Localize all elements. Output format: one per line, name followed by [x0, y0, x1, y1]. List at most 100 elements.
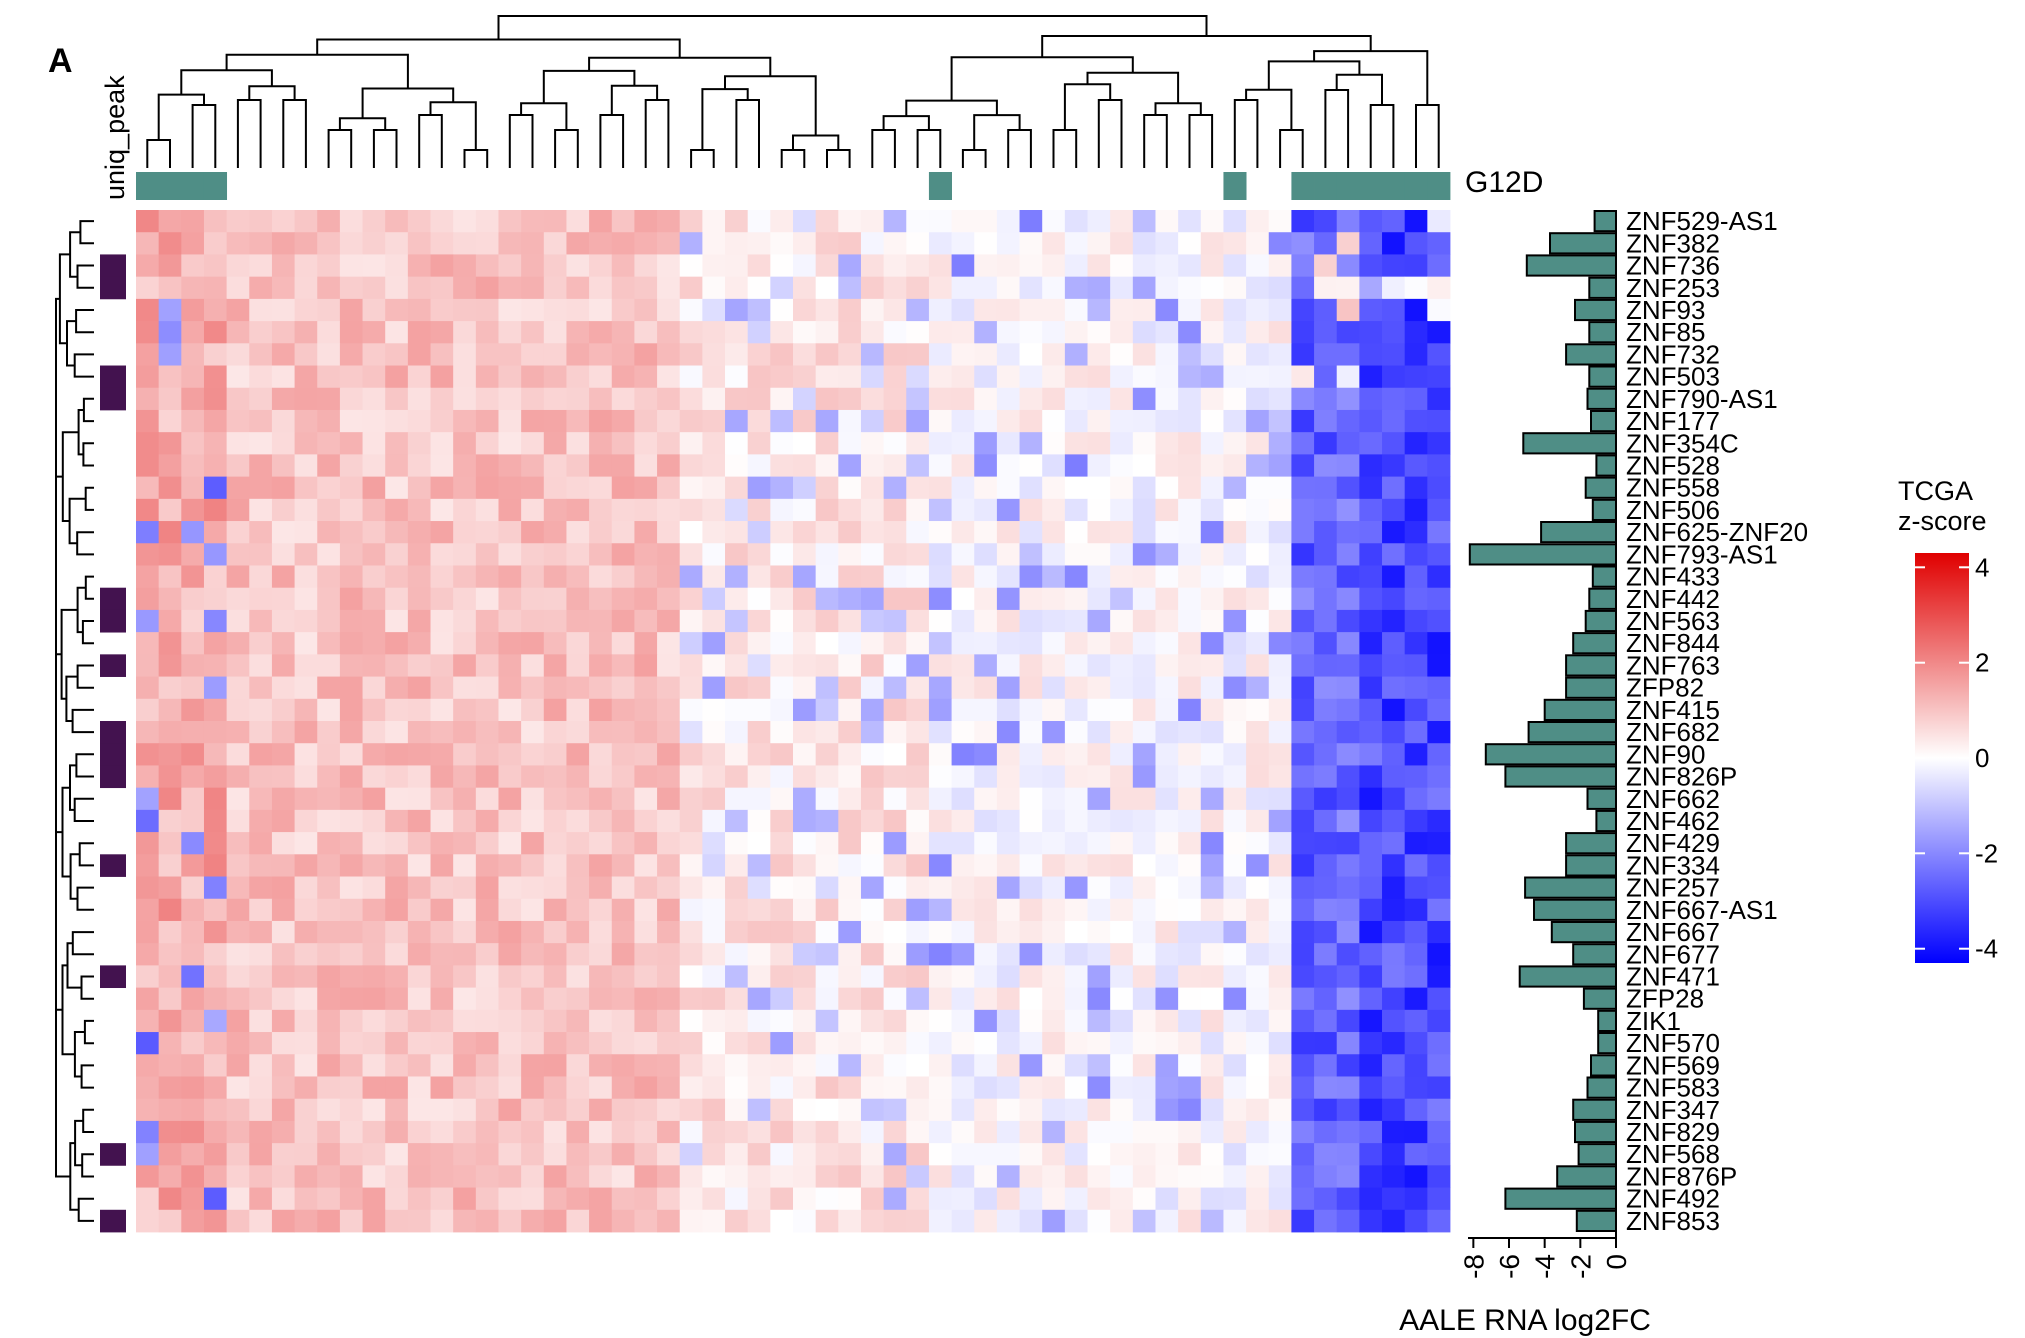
heatmap-cell: [498, 987, 522, 1011]
heatmap-cell: [634, 498, 658, 522]
heatmap-cell: [1336, 876, 1360, 900]
heatmap-cell: [725, 1009, 749, 1033]
heatmap-cell: [996, 943, 1020, 966]
heatmap-cell: [634, 521, 658, 544]
heatmap-cell: [521, 1054, 545, 1077]
heatmap-cell: [634, 943, 658, 966]
row-label: ZNF662: [1626, 784, 1720, 814]
heatmap-cell: [543, 276, 567, 300]
heatmap-cell: [543, 1120, 567, 1144]
heatmap-cell: [1110, 1098, 1134, 1122]
heatmap-cell: [838, 1032, 862, 1055]
legend-title-line1: TCGA: [1898, 476, 1973, 506]
heatmap-cell: [1359, 1054, 1383, 1077]
heatmap-cell: [1246, 676, 1270, 700]
heatmap-cell: [317, 876, 341, 900]
heatmap-cell: [1246, 698, 1270, 722]
heatmap-cell: [1291, 654, 1315, 677]
heatmap-cell: [996, 1209, 1020, 1233]
heatmap-cell: [339, 1165, 363, 1188]
bar: [1595, 809, 1618, 833]
heatmap-cell: [793, 698, 817, 722]
heatmap-cell: [1427, 676, 1451, 700]
heatmap-cell: [430, 432, 454, 455]
heatmap-cell: [1155, 232, 1179, 255]
heatmap-cell: [747, 565, 771, 589]
heatmap-cell: [860, 1143, 885, 1166]
heatmap-cell: [1314, 476, 1338, 500]
heatmap-cell: [747, 854, 771, 877]
heatmap-cell: [1268, 387, 1292, 411]
heatmap-cell: [1178, 454, 1202, 478]
heatmap-cell: [1427, 365, 1451, 389]
dendrogram-branch: [588, 56, 772, 77]
heatmap-cell: [906, 1098, 930, 1122]
heatmap-cell: [181, 432, 205, 455]
heatmap-cell: [498, 521, 522, 544]
heatmap-cell: [158, 809, 182, 833]
heatmap-cell: [362, 787, 386, 811]
heatmap-cell: [294, 543, 318, 566]
heatmap-cell: [883, 920, 907, 944]
heatmap-cell: [1246, 587, 1270, 611]
heatmap-cell: [1268, 476, 1292, 500]
heatmap-cell: [793, 387, 817, 411]
heatmap-cell: [385, 476, 409, 500]
heatmap-cell: [407, 854, 431, 877]
heatmap-cell: [566, 587, 590, 611]
heatmap-cell: [317, 1165, 341, 1188]
heatmap-cell: [1042, 1165, 1066, 1188]
heatmap-cell: [657, 543, 681, 566]
heatmap-cell: [996, 1120, 1020, 1144]
heatmap-cell: [136, 721, 160, 744]
heatmap-cell: [928, 1209, 952, 1233]
heatmap-cell: [1223, 587, 1247, 611]
heatmap-cell: [974, 1143, 998, 1166]
heatmap-cell: [136, 698, 160, 722]
heatmap-cell: [679, 409, 703, 433]
heatmap-cell: [158, 965, 182, 989]
heatmap-cell: [611, 343, 635, 366]
heatmap-cell: [1268, 654, 1292, 677]
heatmap-cell: [838, 587, 862, 611]
heatmap-cell: [1155, 343, 1179, 366]
heatmap-cell: [1291, 832, 1315, 855]
heatmap-cell: [1178, 1098, 1202, 1122]
heatmap-cell: [1042, 920, 1066, 944]
heatmap-cell: [362, 676, 386, 700]
heatmap-cell: [1382, 387, 1406, 411]
heatmap-cell: [1382, 476, 1406, 500]
heatmap-cell: [566, 676, 590, 700]
heatmap-cell: [883, 832, 907, 855]
heatmap-cell: [928, 765, 952, 789]
heatmap-cell: [158, 676, 182, 700]
heatmap-cell: [974, 476, 998, 500]
heatmap-cell: [1314, 1209, 1338, 1233]
row-label: ZNF793-AS1: [1626, 539, 1778, 569]
heatmap-cell: [679, 454, 703, 478]
heatmap-cell: [1019, 498, 1043, 522]
bar: [1504, 1187, 1618, 1210]
heatmap-cell: [362, 1054, 386, 1077]
heatmap-cell: [860, 1098, 885, 1122]
heatmap-cell: [860, 854, 885, 877]
heatmap-cell: [1223, 432, 1247, 455]
heatmap-cell: [1110, 498, 1134, 522]
heatmap-cell: [1427, 476, 1451, 500]
heatmap-cell: [362, 743, 386, 766]
heatmap-cell: [951, 343, 975, 366]
heatmap-cell: [1404, 632, 1428, 655]
heatmap-cell: [951, 210, 975, 233]
row-label: ZNF732: [1626, 339, 1720, 369]
heatmap-cell: [951, 1120, 975, 1144]
heatmap-cell: [1291, 721, 1315, 744]
heatmap-cell: [815, 676, 839, 700]
heatmap-cell: [793, 321, 817, 344]
heatmap-cell: [385, 920, 409, 944]
heatmap-cell: [1268, 698, 1292, 722]
heatmap-cell: [475, 498, 499, 522]
heatmap-cell: [928, 321, 952, 344]
heatmap-cell: [226, 787, 250, 811]
heatmap-cell: [158, 521, 182, 544]
heatmap-cell: [1042, 276, 1066, 300]
